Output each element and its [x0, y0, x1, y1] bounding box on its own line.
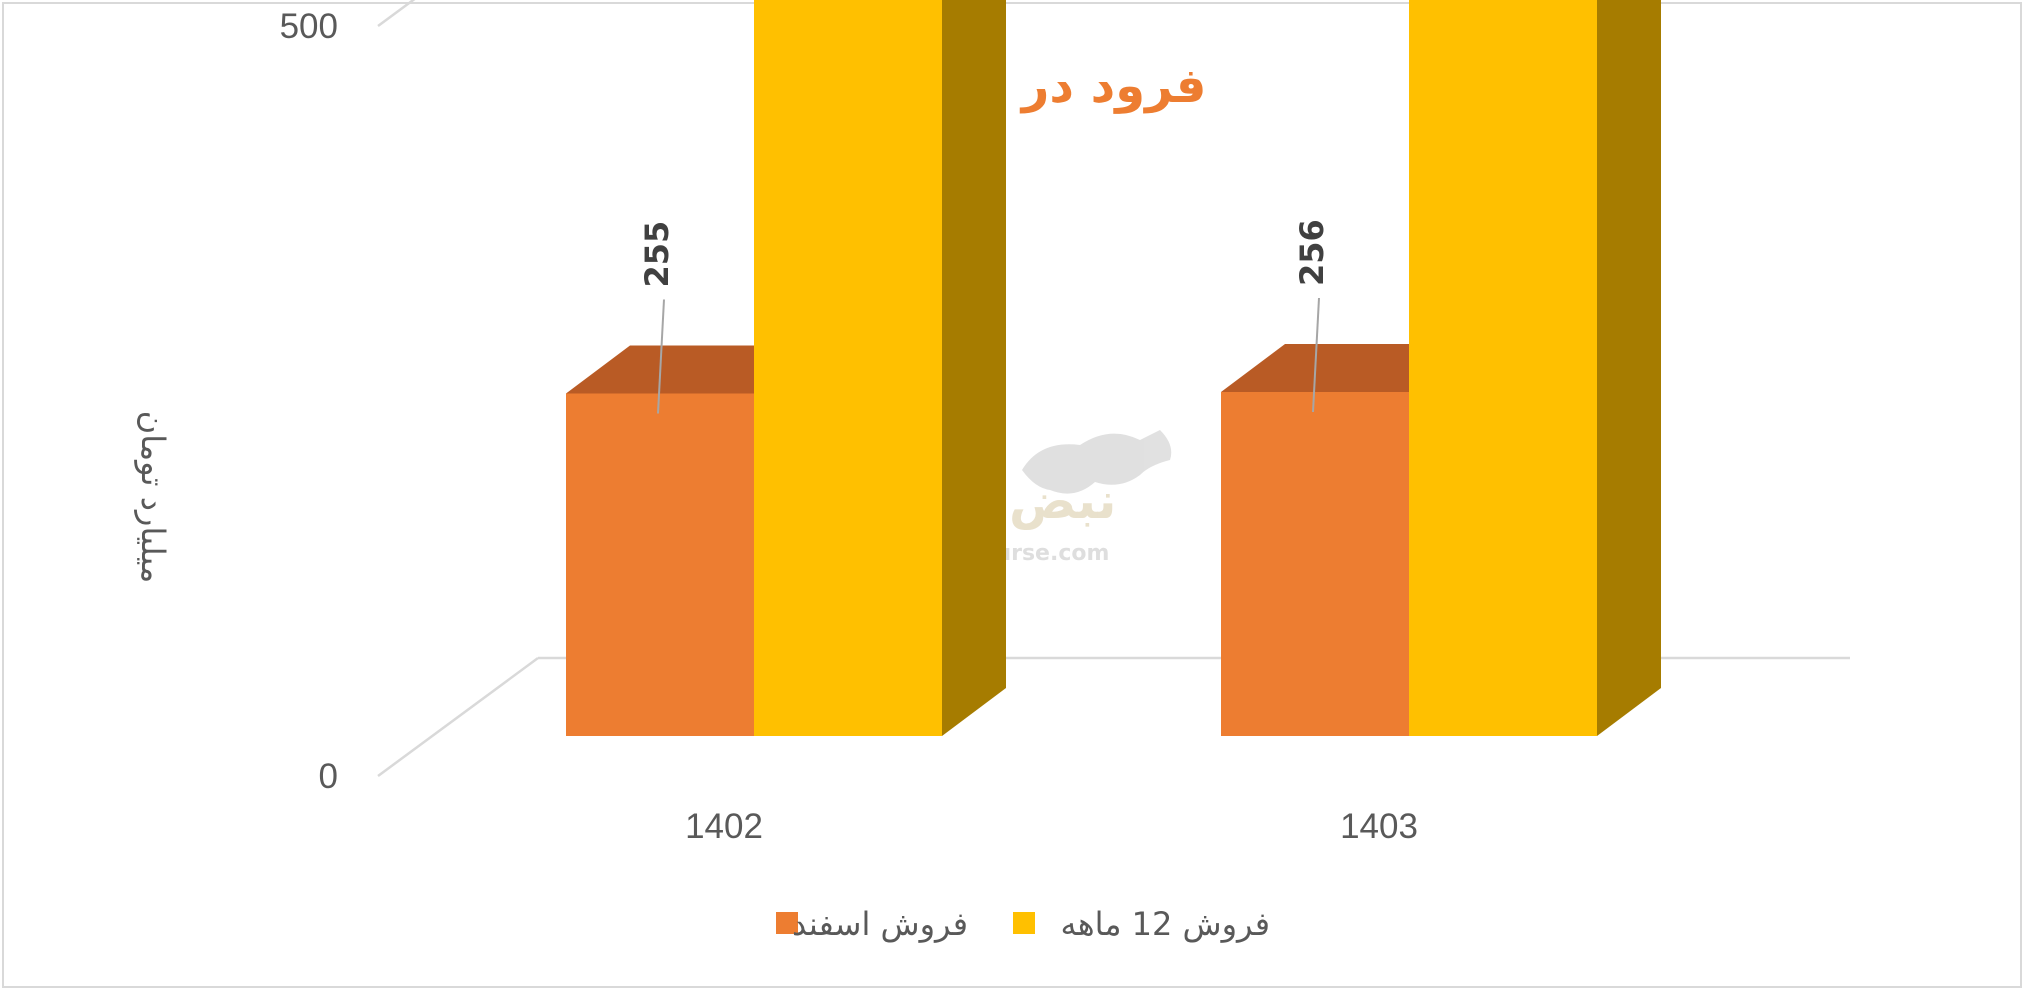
gridline-diagonal [377, 0, 416, 28]
x-category-label: 1402 [685, 807, 763, 846]
bar-front [1409, 0, 1597, 736]
leader-line [1312, 297, 1320, 413]
legend-swatch [776, 912, 798, 934]
legend-item-series-2[interactable]: فروش 12 ماهه [1013, 905, 1270, 943]
data-label: 255 [638, 221, 676, 288]
y-tick-label: 500 [280, 7, 338, 46]
bars [566, 0, 1661, 736]
bar-side [942, 0, 1006, 736]
gridline-diagonal [377, 656, 539, 778]
bar-front [566, 393, 754, 736]
legend-label: فروش اسفند [792, 905, 968, 943]
y-axis-label: میلیارد تومان [134, 411, 172, 584]
legend: فروش 12 ماهه فروش اسفند [776, 905, 1270, 943]
data-label: 256 [1293, 219, 1331, 286]
bar-front [1221, 392, 1409, 736]
bar-side [1597, 0, 1661, 736]
legend-label: فروش 12 ماهه [1061, 905, 1270, 943]
bar-front [754, 0, 942, 736]
x-category-label: 1403 [1340, 807, 1418, 846]
leader-line [657, 299, 665, 414]
y-tick-label: 0 [319, 757, 338, 796]
bar-1402-series-2[interactable] [754, 0, 1006, 736]
legend-item-series-1[interactable]: فروش اسفند [776, 905, 968, 943]
y-axis-ticks: 05001,0001,5002,0002,5003,000 [280, 7, 338, 796]
legend-swatch [1013, 912, 1035, 934]
x-axis-categories: 1402 1403 [685, 807, 1418, 846]
bar-1403-series-2[interactable] [1409, 0, 1661, 736]
bull-icon [1022, 430, 1172, 494]
